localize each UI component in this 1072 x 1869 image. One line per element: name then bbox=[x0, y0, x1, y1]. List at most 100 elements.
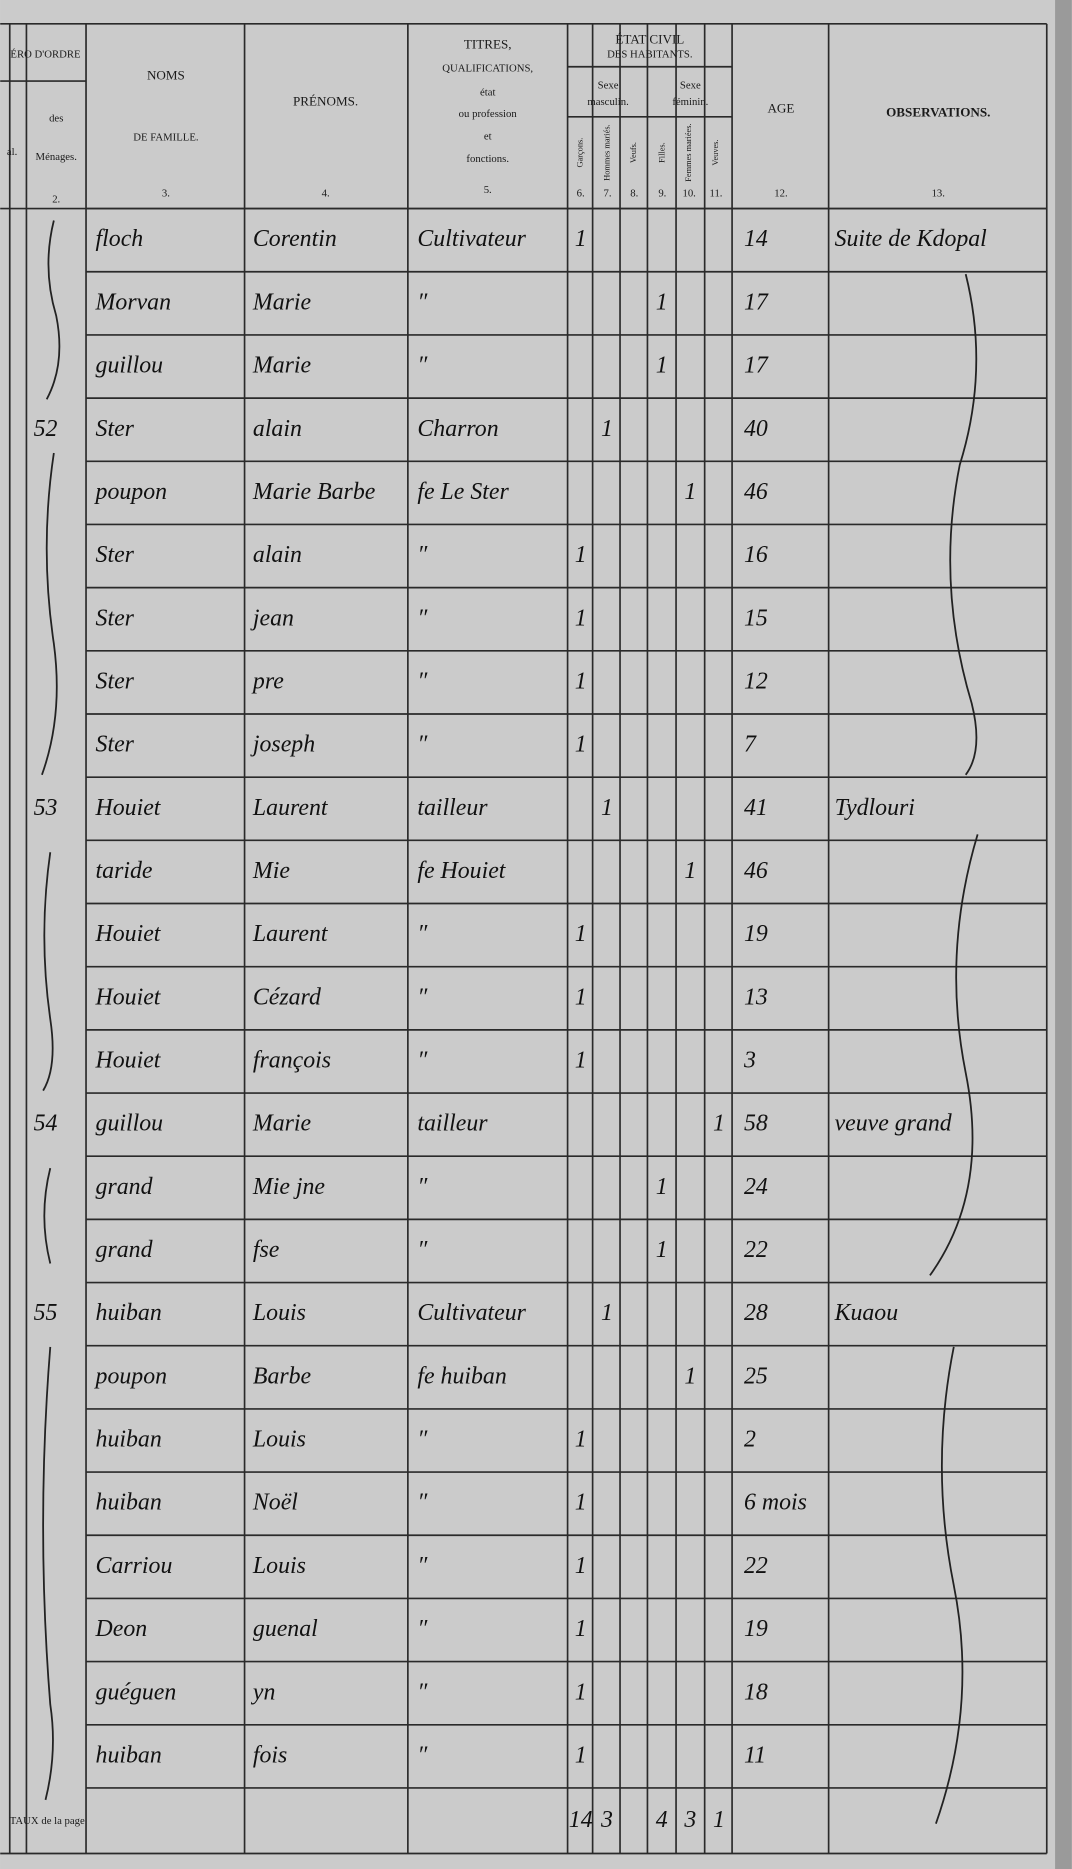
count-mark: 1 bbox=[575, 1427, 587, 1453]
brace bbox=[45, 220, 61, 400]
header-text: PRÉNOMS. bbox=[293, 94, 358, 109]
nom: poupon bbox=[94, 1363, 167, 1389]
count-mark: 1 bbox=[713, 1111, 725, 1137]
menage: 55 bbox=[34, 1300, 58, 1326]
header-text: masculin. bbox=[587, 96, 628, 108]
sub-header: Garçons. bbox=[576, 138, 585, 168]
nom: Ster bbox=[96, 732, 135, 758]
header-text: Ménages. bbox=[36, 151, 77, 163]
nom: huiban bbox=[96, 1300, 162, 1326]
nom: Morvan bbox=[95, 289, 171, 315]
count-mark: 1 bbox=[601, 795, 613, 821]
prenom: alain bbox=[253, 416, 302, 442]
total: 4 bbox=[656, 1807, 668, 1833]
header-text: ÉTAT CIVIL bbox=[615, 32, 684, 47]
header-text: Sexe bbox=[680, 79, 701, 91]
prenom: pre bbox=[251, 668, 284, 694]
titre: ″ bbox=[417, 1174, 428, 1200]
nom: floch bbox=[96, 226, 144, 252]
titre: ″ bbox=[417, 1616, 428, 1642]
sub-header: Veuves. bbox=[711, 140, 720, 166]
nom: Ster bbox=[96, 416, 135, 442]
sub-number: 9. bbox=[658, 188, 666, 200]
prenom: yn bbox=[251, 1679, 276, 1705]
count-mark: 1 bbox=[656, 353, 668, 379]
menage: 54 bbox=[34, 1111, 58, 1137]
titre: fe huiban bbox=[417, 1363, 506, 1389]
prenom: joseph bbox=[250, 732, 315, 758]
prenom: Corentin bbox=[253, 226, 337, 252]
prenom: Mie jne bbox=[252, 1174, 326, 1200]
header: ÉRO D'ORDRE al. des Ménages. 2. NOMS DE … bbox=[7, 32, 991, 206]
count-mark: 1 bbox=[656, 1237, 668, 1263]
prenom: jean bbox=[250, 605, 294, 631]
titre: ″ bbox=[417, 921, 428, 947]
titre: ″ bbox=[417, 1679, 428, 1705]
sub-header: Hommes mariés. bbox=[602, 124, 611, 180]
sub-header: Veufs. bbox=[629, 142, 638, 163]
titre: ″ bbox=[417, 668, 428, 694]
age: 19 bbox=[744, 1616, 768, 1642]
nom: Deon bbox=[95, 1616, 148, 1642]
titre: fe Houiet bbox=[417, 858, 506, 884]
prenom: Laurent bbox=[252, 795, 329, 821]
titre: ″ bbox=[417, 1237, 428, 1263]
prenom: Marie bbox=[252, 353, 312, 379]
nom: Ster bbox=[96, 605, 135, 631]
prenom: fois bbox=[253, 1742, 287, 1768]
brace bbox=[41, 452, 58, 776]
age: 24 bbox=[744, 1174, 768, 1200]
prenom: Marie Barbe bbox=[252, 479, 376, 505]
nom: grand bbox=[96, 1174, 153, 1200]
titre: tailleur bbox=[417, 795, 488, 821]
prenom: françois bbox=[253, 1048, 331, 1074]
header-text: TITRES, bbox=[464, 36, 512, 51]
count-mark: 1 bbox=[575, 1553, 587, 1579]
prenom: Mie bbox=[252, 858, 290, 884]
prenom: Louis bbox=[252, 1427, 306, 1453]
nom: huiban bbox=[96, 1490, 162, 1516]
titre: Cultivateur bbox=[417, 1300, 526, 1326]
sub-number: 10. bbox=[682, 188, 695, 200]
age: 22 bbox=[744, 1237, 768, 1263]
count-mark: 1 bbox=[575, 732, 587, 758]
nom: Carriou bbox=[96, 1553, 173, 1579]
nom: grand bbox=[96, 1237, 153, 1263]
age: 14 bbox=[744, 226, 768, 252]
header-text: Sexe bbox=[598, 79, 619, 91]
age: 18 bbox=[744, 1679, 768, 1705]
age: 19 bbox=[744, 921, 768, 947]
titre: Charron bbox=[417, 416, 498, 442]
header-text: féminin. bbox=[672, 96, 708, 108]
header-text: 2. bbox=[52, 194, 60, 206]
nom: Houiet bbox=[95, 795, 162, 821]
count-mark: 1 bbox=[684, 858, 696, 884]
brace-decoration bbox=[41, 220, 979, 1825]
prenom: Louis bbox=[252, 1300, 306, 1326]
header-text: QUALIFICATIONS, bbox=[442, 63, 533, 75]
header-text: 13. bbox=[932, 188, 945, 200]
menage: 52 bbox=[34, 416, 58, 442]
brace bbox=[42, 852, 54, 1092]
header-text: état bbox=[480, 86, 495, 98]
age: 11 bbox=[744, 1742, 766, 1768]
age: 46 bbox=[744, 479, 768, 505]
header-text: ou profession bbox=[459, 108, 518, 120]
count-mark: 1 bbox=[656, 289, 668, 315]
nom: Ster bbox=[96, 668, 135, 694]
count-mark: 1 bbox=[575, 668, 587, 694]
nom: Houiet bbox=[95, 1048, 162, 1074]
total: 1 bbox=[713, 1807, 725, 1833]
prenom: Laurent bbox=[252, 921, 329, 947]
titre: ″ bbox=[417, 1048, 428, 1074]
obs: Suite de Kdopal bbox=[835, 226, 988, 252]
prenom: alain bbox=[253, 542, 302, 568]
age: 25 bbox=[744, 1363, 768, 1389]
header-text: 12. bbox=[774, 188, 787, 200]
prenom: fse bbox=[253, 1237, 280, 1263]
count-mark: 1 bbox=[575, 542, 587, 568]
totals-label: TAUX de la page bbox=[10, 1815, 85, 1827]
observation-line bbox=[949, 273, 978, 776]
age: 15 bbox=[744, 605, 768, 631]
